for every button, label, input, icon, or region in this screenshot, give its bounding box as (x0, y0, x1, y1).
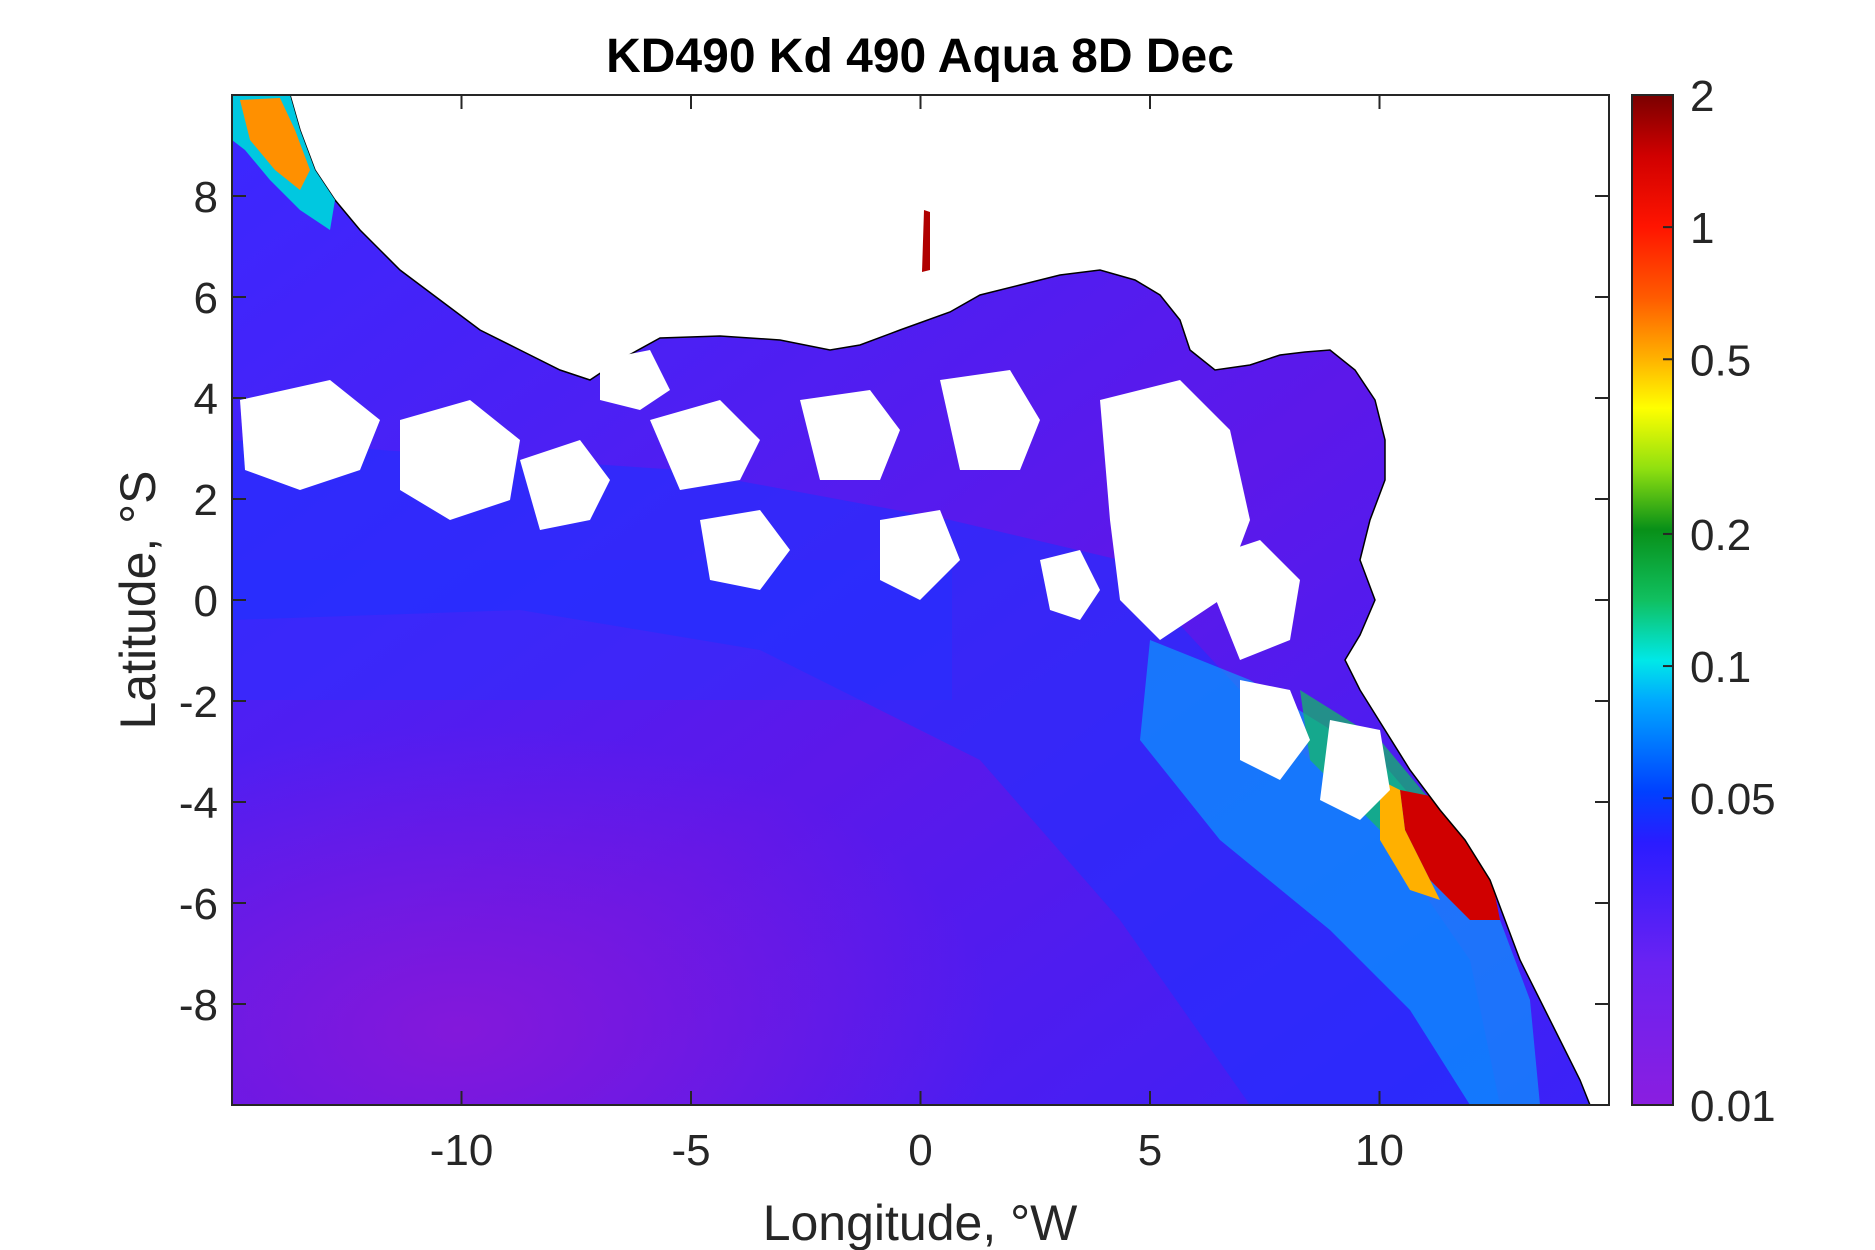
x-tick-label: 5 (1138, 1126, 1162, 1175)
cloud-gaps (240, 350, 1390, 820)
colorbar-tick-label: 1 (1690, 204, 1714, 253)
land-africa (232, 95, 1609, 1105)
colorbar-tick-label: 0.5 (1690, 336, 1751, 385)
x-tick-label: -5 (671, 1126, 710, 1175)
turbid-congo-fringe (1380, 780, 1440, 900)
x-tick-label: 10 (1355, 1126, 1404, 1175)
chart-title: KD490 Kd 490 Aqua 8D Dec (606, 30, 1234, 83)
x-axis-label: Longitude, °W (763, 1195, 1078, 1250)
y-tick-label: -6 (179, 880, 218, 929)
colorbar (1631, 94, 1674, 1106)
colorbar-tick-label: 0.01 (1690, 1082, 1776, 1131)
y-tick-label: 8 (194, 173, 218, 222)
y-tick-label: -2 (179, 678, 218, 727)
equatorial-blue-zone (232, 440, 1500, 1105)
colorbar-tick-label: 0.05 (1690, 775, 1776, 824)
x-tick-label: -10 (430, 1126, 494, 1175)
y-tick-label: 0 (194, 577, 218, 626)
y-tick-label: 2 (194, 476, 218, 525)
y-axis: 8 6 4 2 0 -2 -4 -6 -8 (179, 173, 1609, 1030)
turbid-congo-zone (1400, 790, 1500, 920)
colorbar-ticks: 2 1 0.5 0.2 0.1 0.05 0.01 (1663, 72, 1776, 1131)
x-axis: -10 -5 0 5 10 (430, 95, 1404, 1175)
plot-area (232, 95, 1609, 1105)
bioko-turbid-spot (922, 210, 930, 272)
y-tick-label: 6 (194, 274, 218, 323)
y-tick-label: -8 (179, 981, 218, 1030)
y-axis-label: Latitude, °S (110, 470, 166, 729)
colorbar-tick-label: 0.2 (1690, 511, 1751, 560)
guinea-coast-turbid (240, 98, 310, 190)
colorbar-tick-label: 0.1 (1690, 643, 1751, 692)
y-tick-label: 4 (194, 375, 218, 424)
y-tick-label: -4 (179, 779, 218, 828)
x-tick-label: 0 (908, 1126, 932, 1175)
colorbar-tick-label: 2 (1690, 72, 1714, 121)
